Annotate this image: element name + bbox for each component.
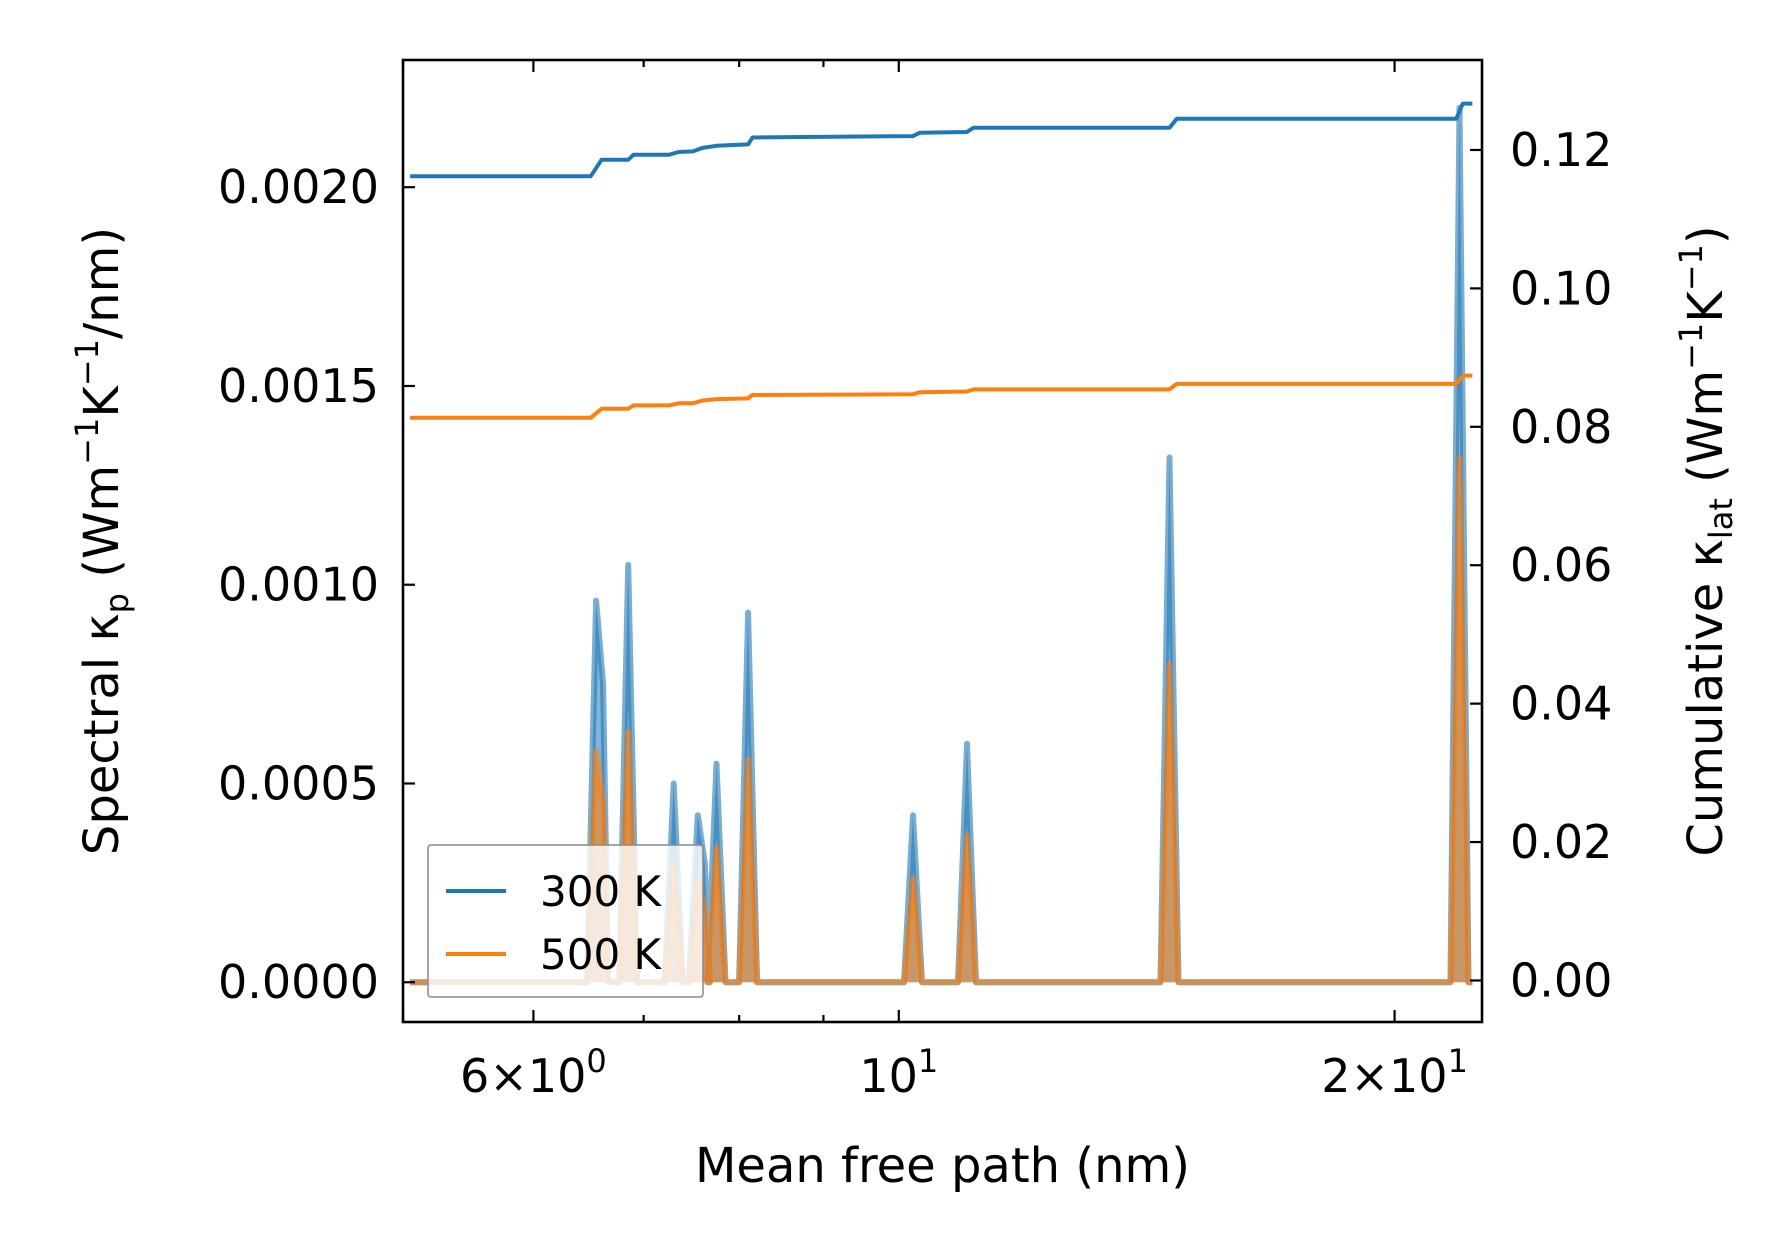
left-y-tick-label: 0.0005 [218, 756, 379, 810]
x-tick-label: 6×100 [460, 1042, 607, 1103]
right-y-tick-label: 0.10 [1510, 261, 1612, 315]
x-tick-label: 101 [859, 1042, 938, 1103]
x-axis-label: Mean free path (nm) [695, 1138, 1190, 1194]
left-y-axis-label: Spectral κp (Wm−1K−1/nm) [68, 227, 136, 855]
cumulative-series-layer [410, 101, 1473, 420]
right-y-tick-label: 0.02 [1510, 815, 1612, 869]
legend-label-500k: 500 K [540, 930, 663, 979]
right-y-tick-label: 0.00 [1510, 953, 1612, 1007]
left-y-tick-label: 0.0000 [218, 955, 379, 1009]
left-y-tick-label: 0.0010 [218, 558, 379, 612]
legend-label-300k: 300 K [540, 867, 663, 916]
legend: 300 K 500 K [427, 844, 704, 998]
plot-frame [401, 58, 1484, 1024]
x-tick-label: 2×101 [1321, 1042, 1468, 1103]
right-y-tick-label: 0.08 [1510, 400, 1612, 454]
right-y-tick-label: 0.04 [1510, 677, 1612, 731]
right-y-tick-label: 0.06 [1510, 538, 1612, 592]
legend-box [427, 844, 704, 998]
left-y-tick-label: 0.0015 [218, 359, 379, 413]
ticks-layer: 0.0000 0.0005 0.0010 0.0015 0.0020 0.00 0.02 0.… [218, 60, 1612, 1103]
cumulative-line-0 [410, 101, 1473, 179]
right-y-axis-label: Cumulative κlat (Wm−1K−1) [1672, 225, 1740, 856]
right-y-tick-label: 0.12 [1510, 123, 1612, 177]
cumulative-line-1 [410, 373, 1473, 420]
left-y-tick-label: 0.0020 [218, 160, 379, 214]
